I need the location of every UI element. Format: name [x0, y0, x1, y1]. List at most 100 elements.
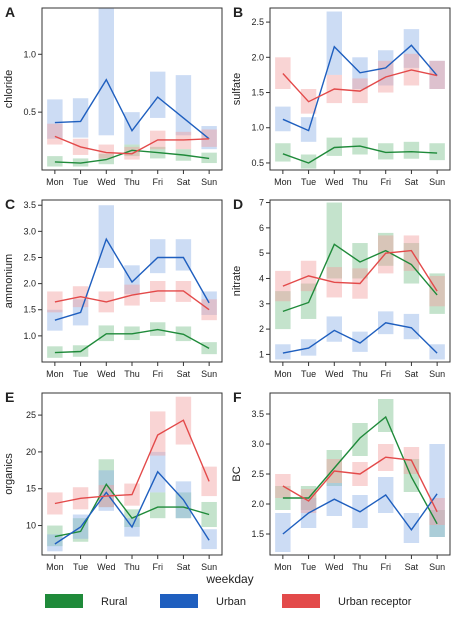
- panel-f: 1.5 2.0 2.5 3.0 3.5 Mon Tue Wed Thu Fri Sat Sun BC F: [231, 389, 451, 572]
- ci-band-urban-fri: [150, 71, 166, 118]
- y-tick-label: 1.0: [251, 123, 264, 133]
- x-tick-label: Thu: [352, 177, 368, 187]
- y-tick-label: 3.5: [251, 409, 264, 419]
- legend-item-rural: Rural: [45, 594, 127, 608]
- x-tick-label: Sat: [405, 177, 419, 187]
- x-tick-label: Mon: [274, 369, 292, 379]
- x-tick-label: Tue: [73, 369, 88, 379]
- y-tick-label: 3.5: [23, 200, 36, 210]
- series-line-rural: [282, 145, 438, 164]
- x-tick-label: Fri: [380, 562, 391, 572]
- panel-letter: A: [5, 4, 15, 20]
- series-line-rural: [54, 483, 210, 538]
- x-tick-label: Tue: [301, 177, 316, 187]
- y-axis-label: nitrate: [231, 266, 243, 297]
- x-tick-label: Fri: [152, 177, 163, 187]
- ci-band-rural-thu: [352, 423, 368, 456]
- x-tick-label: Fri: [152, 562, 163, 572]
- ci-band-urban-tue: [72, 98, 89, 138]
- panel-c: 1.0 1.5 2.0 2.5 3.0 3.5 Mon Tue Wed Thu Fri Sat Sun a…: [3, 196, 223, 379]
- ci-band-rural-wed: [326, 202, 342, 279]
- panel-letter: D: [233, 196, 243, 212]
- ci-band-urban-mon: [47, 534, 63, 552]
- legend-label: Urban receptor: [338, 596, 412, 608]
- x-tick-label: Fri: [380, 177, 391, 187]
- x-tick-label: Thu: [124, 369, 140, 379]
- y-tick-label: 3.0: [251, 439, 264, 449]
- x-tick-label: Tue: [301, 562, 316, 572]
- y-tick-label: 3.0: [23, 226, 36, 236]
- x-tick-label: Sun: [429, 369, 445, 379]
- x-tick-label: Fri: [152, 369, 163, 379]
- x-tick-label: Thu: [124, 177, 140, 187]
- x-tick-label: Mon: [46, 177, 64, 187]
- legend-label: Rural: [101, 596, 127, 608]
- series-line-urban-receptor: [54, 419, 210, 505]
- y-tick-label: 1.0: [23, 49, 36, 59]
- ci-band-urban-mon: [47, 99, 63, 139]
- panel-letter: C: [5, 196, 15, 212]
- x-tick-label: Tue: [73, 562, 88, 572]
- ci-band-urban-sat: [403, 313, 420, 340]
- y-tick-label: 1.5: [251, 529, 264, 539]
- legend-swatch: [282, 594, 320, 608]
- series-line-rural: [282, 243, 438, 313]
- x-tick-label: Sat: [177, 177, 191, 187]
- panel-e: 10 15 20 25 Mon Tue Wed Thu Fri Sat Sun organics E: [3, 389, 223, 572]
- panel-letter: B: [233, 4, 243, 20]
- series-line-urban: [282, 322, 438, 354]
- ci-band-urban-wed: [98, 8, 114, 136]
- y-axis-label: chloride: [3, 70, 15, 109]
- y-tick-label: 2.0: [251, 52, 264, 62]
- ci-band-urban-fri: [150, 239, 166, 274]
- x-tick-label: Wed: [325, 177, 343, 187]
- x-tick-label: Tue: [73, 177, 88, 187]
- ci-band-rural-sun: [429, 143, 445, 161]
- legend-swatch: [45, 594, 83, 608]
- ci-band-rural-thu: [352, 243, 368, 279]
- x-tick-label: Wed: [325, 369, 343, 379]
- panel-d: 1 2 3 4 5 6 7 Mon Tue Wed Thu Fri Sat Sun nitrate D: [231, 196, 451, 379]
- ci-band-rural-tue: [300, 154, 317, 169]
- ci-band-urban-thu: [124, 265, 140, 295]
- series-line-rural: [54, 328, 210, 354]
- ci-band-urban-sun: [429, 444, 445, 537]
- x-tick-label: Sat: [405, 369, 419, 379]
- ci-band-rural-wed: [326, 137, 342, 156]
- x-tick-label: Sun: [201, 177, 217, 187]
- x-tick-label: Mon: [274, 562, 292, 572]
- ci-band-urban-sun: [201, 126, 217, 150]
- x-tick-label: Wed: [97, 562, 115, 572]
- ci-band-urban-wed: [98, 205, 114, 268]
- x-tick-label: Sun: [429, 177, 445, 187]
- ci-band-rural-sat: [175, 492, 192, 519]
- series-line-urban-receptor: [282, 69, 438, 103]
- y-tick-label: 2.0: [23, 279, 36, 289]
- y-tick-label: 6: [259, 223, 264, 233]
- legend-swatch: [160, 594, 198, 608]
- x-tick-label: Sun: [201, 369, 217, 379]
- x-tick-label: Tue: [301, 369, 316, 379]
- y-tick-label: 0.5: [251, 158, 264, 168]
- x-tick-label: Sat: [405, 562, 419, 572]
- panel-letter: E: [5, 389, 14, 405]
- y-tick-label: 1: [259, 349, 264, 359]
- ci-band-urban-wed: [326, 316, 342, 342]
- y-tick-label: 5: [259, 248, 264, 258]
- y-tick-label: 4: [259, 273, 264, 283]
- ci-band-rural-fri: [150, 492, 166, 519]
- ci-band-urban-thu: [124, 112, 140, 145]
- x-tick-label: Wed: [325, 562, 343, 572]
- y-tick-label: 2: [259, 324, 264, 334]
- legend-label: Urban: [216, 596, 246, 608]
- y-tick-label: 2.5: [251, 17, 264, 27]
- x-tick-label: Sat: [177, 562, 191, 572]
- ci-band-urban-sat: [403, 29, 420, 68]
- x-tick-label: Fri: [380, 369, 391, 379]
- ci-band-urban-receptor-mon: [47, 123, 63, 145]
- x-tick-label: Thu: [352, 369, 368, 379]
- ci-band-urban-mon: [275, 106, 291, 132]
- ci-band-urban-sat: [175, 75, 192, 136]
- y-tick-label: 1.5: [251, 88, 264, 98]
